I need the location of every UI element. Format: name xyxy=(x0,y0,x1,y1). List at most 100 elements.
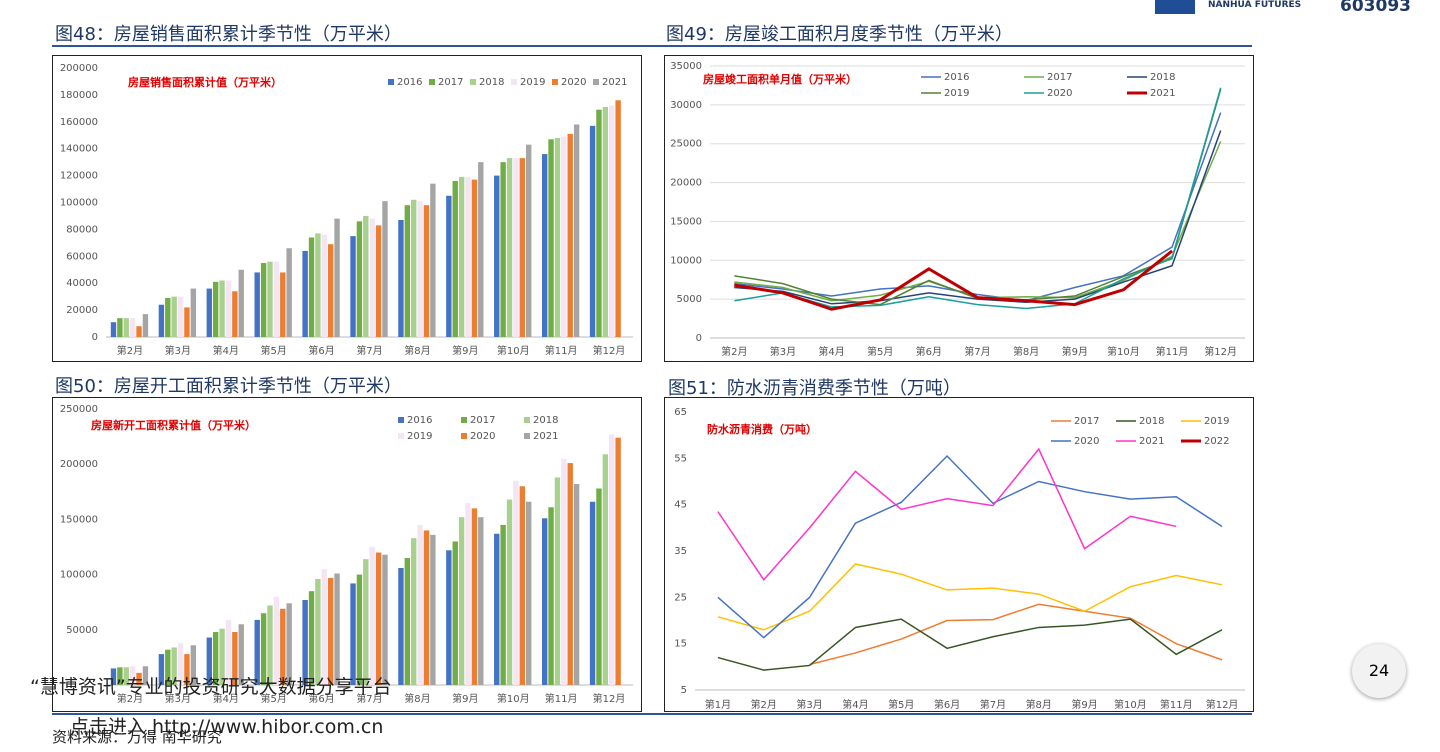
legend-label: 2020 xyxy=(470,431,495,442)
bar xyxy=(430,183,436,337)
bar xyxy=(238,624,244,685)
y-tick-label: 0 xyxy=(92,332,98,343)
x-tick-label: 第1月 xyxy=(705,698,731,711)
bar xyxy=(136,326,142,337)
x-tick-label: 第10月 xyxy=(1107,345,1140,358)
bar xyxy=(411,199,417,337)
bar xyxy=(589,501,596,685)
bar xyxy=(513,480,519,685)
legend-swatch xyxy=(593,79,599,85)
bar xyxy=(123,667,129,685)
watermark: “慧博资讯”专业的投资研究大数据分享平台 xyxy=(30,676,392,698)
bar xyxy=(363,559,369,685)
y-tick-label: 25 xyxy=(674,592,687,603)
y-tick-label: 25000 xyxy=(670,139,702,150)
y-tick-label: 200000 xyxy=(60,63,98,74)
x-tick-label: 第2月 xyxy=(751,698,777,711)
bar xyxy=(423,205,430,337)
annotation: 防水沥青消费（万吨） xyxy=(707,422,817,436)
legend-label: 2018 xyxy=(1139,416,1164,427)
bar xyxy=(554,137,561,337)
y-tick-label: 150000 xyxy=(60,514,98,525)
bar xyxy=(280,608,286,685)
x-tick-label: 第2月 xyxy=(117,344,143,357)
bar xyxy=(232,632,238,685)
line xyxy=(734,130,1222,305)
x-tick-label: 第4月 xyxy=(818,345,844,358)
bar xyxy=(165,649,171,685)
bar xyxy=(573,484,580,685)
y-tick-label: 100000 xyxy=(60,198,98,209)
x-tick-label: 第8月 xyxy=(1013,345,1039,358)
legend-label: 2019 xyxy=(520,77,545,88)
legend-swatch xyxy=(461,417,467,423)
legend-swatch xyxy=(388,79,394,85)
bar xyxy=(398,219,404,337)
y-tick-label: 80000 xyxy=(66,224,98,235)
legend-swatch xyxy=(524,417,530,423)
bar xyxy=(280,272,286,337)
x-tick-label: 第5月 xyxy=(867,345,893,358)
bar xyxy=(567,133,573,337)
bar xyxy=(206,637,212,685)
bar xyxy=(596,488,602,685)
bar xyxy=(212,632,219,685)
legend-swatch xyxy=(429,79,435,85)
y-tick-label: 5000 xyxy=(677,294,702,305)
y-tick-label: 200000 xyxy=(60,459,98,470)
legend-label: 2018 xyxy=(1150,72,1175,83)
chart-title: 图50：房屋开工面积累计季节性（万平米） xyxy=(55,376,402,397)
bar xyxy=(110,668,117,685)
legend-label: 2020 xyxy=(561,77,586,88)
bar xyxy=(567,463,573,685)
code: 603093 xyxy=(1340,0,1411,16)
bar xyxy=(165,297,171,337)
bar xyxy=(177,296,184,337)
x-tick-label: 第4月 xyxy=(842,698,868,711)
bar xyxy=(350,236,356,337)
bar xyxy=(273,261,280,337)
bar xyxy=(184,654,190,685)
legend-swatch xyxy=(461,433,467,439)
line xyxy=(734,249,1173,311)
bar xyxy=(404,205,411,337)
bar xyxy=(417,201,423,337)
legend-swatch xyxy=(552,79,558,85)
bar xyxy=(602,107,609,337)
bar xyxy=(452,541,458,685)
legend-label: 2018 xyxy=(479,77,504,88)
x-tick-label: 第8月 xyxy=(404,692,430,705)
bar xyxy=(171,647,177,685)
bar xyxy=(212,281,219,337)
y-tick-label: 180000 xyxy=(60,90,98,101)
y-tick-label: 60000 xyxy=(66,251,98,262)
bar xyxy=(561,458,567,685)
bar xyxy=(398,567,404,685)
bar xyxy=(494,175,500,337)
page-number: 24 xyxy=(1352,644,1406,698)
bar xyxy=(190,288,197,337)
bar xyxy=(142,314,149,337)
chart: 0 20000 40000 60000 80000 100000 120000 140000 1… xyxy=(52,55,642,362)
y-tick-label: 5 xyxy=(681,685,687,696)
bar xyxy=(423,530,430,685)
bar xyxy=(382,554,388,685)
bar xyxy=(465,176,471,337)
bar xyxy=(117,318,123,337)
bar xyxy=(526,501,532,685)
bar xyxy=(363,215,369,337)
legend-label: 2017 xyxy=(1047,72,1072,83)
bar xyxy=(334,573,340,685)
bar xyxy=(206,288,212,337)
bar xyxy=(458,517,465,685)
x-tick-label: 第4月 xyxy=(213,692,239,705)
legend-label: 2021 xyxy=(1139,436,1164,447)
line xyxy=(734,112,1222,302)
x-tick-label: 第5月 xyxy=(260,344,286,357)
bar xyxy=(519,158,526,337)
bar xyxy=(548,507,554,685)
chart-title: 图48：房屋销售面积累计季节性（万平米） xyxy=(55,24,402,45)
chart: 50000 100000 150000 200000 250000 第2月 第3月 第4月 第5… xyxy=(52,397,642,712)
bar xyxy=(369,218,375,337)
bar xyxy=(232,291,238,337)
